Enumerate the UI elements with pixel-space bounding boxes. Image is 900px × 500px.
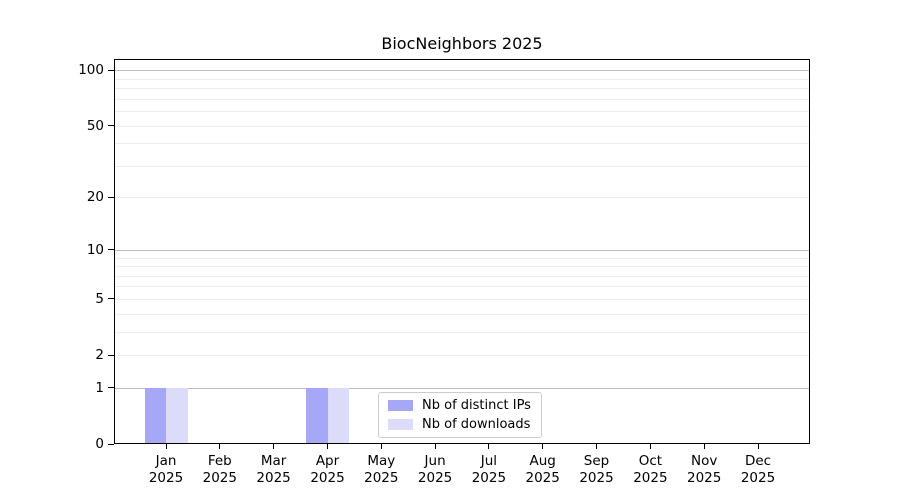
legend-swatch-distinct-ips — [388, 400, 413, 411]
bar-downloads — [166, 387, 188, 444]
x-axis-tick-mark — [703, 443, 705, 449]
bottom-spine — [114, 443, 810, 444]
y-axis-tick-label: 2 — [95, 347, 104, 363]
x-axis-tick-mark — [219, 443, 221, 449]
x-axis-tick-label: Mar 2025 — [256, 453, 291, 486]
gridline-minor — [114, 197, 810, 199]
gridline-minor — [114, 98, 810, 100]
y-axis-tick-label: 10 — [86, 241, 104, 258]
gridline-minor — [114, 125, 810, 127]
x-axis-tick-mark — [327, 443, 328, 449]
gridline-major — [114, 70, 810, 72]
x-axis-tick-label: Oct 2025 — [633, 453, 668, 486]
x-axis-tick-label: Jun 2025 — [417, 453, 453, 486]
x-axis-tick-mark — [273, 443, 275, 449]
x-axis-tick-label: Nov 2025 — [687, 453, 722, 486]
left-spine — [114, 59, 115, 444]
y-axis-tick-label: 20 — [86, 189, 104, 206]
x-axis-tick-mark — [488, 443, 490, 449]
legend-label-distinct-ips: Nb of distinct IPs — [422, 398, 531, 413]
y-axis-tick-mark — [108, 354, 114, 356]
bar-distinct-ips — [306, 387, 328, 444]
y-axis-tick-label: 1 — [95, 379, 104, 396]
y-axis-tick-mark — [108, 249, 114, 251]
gridline-minor — [114, 298, 810, 300]
gridline-minor — [114, 286, 810, 288]
legend: Nb of distinct IPs Nb of downloads — [378, 392, 542, 438]
plot-area — [114, 59, 810, 444]
y-axis-tick-label: 5 — [95, 290, 104, 307]
x-axis-tick-mark — [434, 443, 436, 449]
gridline-minor — [114, 313, 810, 315]
y-axis-tick-mark — [108, 298, 114, 300]
y-axis-tick-label: 0 — [95, 436, 104, 452]
gridline-minor — [114, 355, 810, 356]
gridline-major — [114, 249, 810, 251]
x-axis-tick-label: Jan 2025 — [148, 453, 184, 486]
x-axis-tick-label: Feb 2025 — [202, 453, 237, 486]
x-axis-tick-label: Aug 2025 — [525, 453, 560, 486]
x-axis-tick-label: Jul 2025 — [471, 453, 507, 486]
chart-title: BiocNeighbors 2025 — [381, 34, 543, 53]
x-axis-tick-label: May 2025 — [364, 453, 399, 486]
y-axis-tick-label: 100 — [78, 62, 104, 79]
x-axis-tick-mark — [649, 443, 651, 449]
y-axis-tick-mark — [108, 125, 114, 126]
legend-item-distinct-ips: Nb of distinct IPs — [388, 398, 531, 413]
legend-label-downloads: Nb of downloads — [422, 417, 531, 432]
x-axis-tick-label: Dec 2025 — [740, 453, 776, 486]
x-axis-tick-mark — [542, 443, 544, 449]
y-axis-tick-mark — [108, 443, 114, 445]
x-axis-tick-mark — [380, 443, 382, 449]
legend-swatch-downloads — [388, 419, 413, 430]
gridline-major — [114, 387, 810, 389]
bar-downloads — [327, 387, 349, 444]
y-axis-tick-mark — [108, 387, 114, 389]
gridline-minor — [114, 111, 810, 112]
y-axis-tick-mark — [108, 196, 114, 198]
bar-distinct-ips — [144, 387, 166, 444]
y-axis-tick-label: 50 — [86, 117, 104, 134]
gridline-minor — [114, 331, 810, 333]
gridline-minor — [114, 78, 810, 80]
x-axis-tick-mark — [165, 443, 167, 449]
gridline-minor — [114, 143, 810, 145]
x-axis-tick-mark — [596, 443, 597, 449]
x-axis-tick-label: Sep 2025 — [579, 453, 614, 486]
gridline-minor — [114, 266, 810, 267]
gridline-minor — [114, 165, 810, 167]
gridline-minor — [114, 88, 810, 90]
x-axis-tick-label: Apr 2025 — [310, 453, 345, 486]
right-spine — [809, 59, 810, 444]
legend-item-downloads: Nb of downloads — [388, 417, 531, 432]
y-axis-tick-mark — [108, 69, 114, 71]
gridline-minor — [114, 257, 810, 259]
x-axis-tick-mark — [757, 443, 759, 449]
gridline-minor — [114, 275, 810, 277]
top-spine — [114, 59, 810, 60]
